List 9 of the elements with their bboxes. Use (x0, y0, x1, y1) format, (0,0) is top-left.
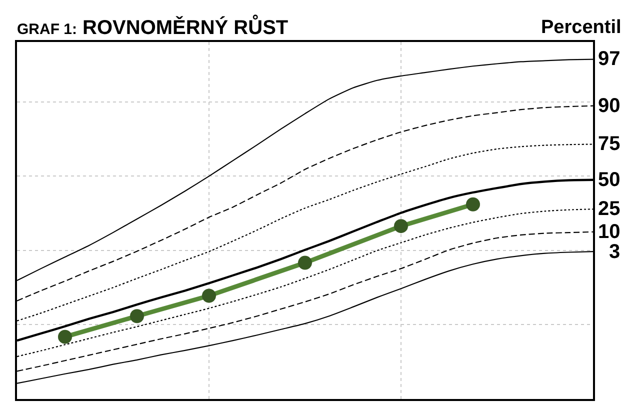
series-label: 3 (609, 241, 620, 263)
series-label: 50 (598, 169, 620, 191)
series-label: 10 (598, 221, 620, 243)
legend-title: Percentil (541, 17, 622, 38)
series-label: 97 (598, 48, 620, 70)
series-label: 25 (598, 198, 620, 220)
series-label: 75 (598, 133, 620, 155)
series-label: 90 (598, 95, 620, 117)
chart-title: GRAF 1: ROVNOMĚRNÝ RŮST (17, 14, 288, 39)
